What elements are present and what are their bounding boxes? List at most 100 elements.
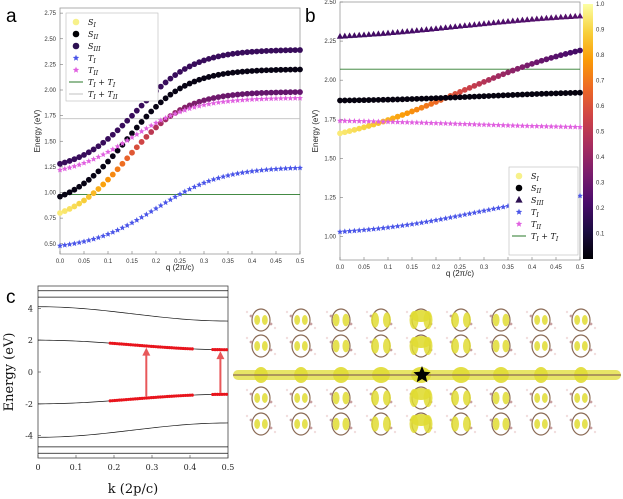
highlight-point	[188, 347, 192, 351]
point-t-ii	[471, 121, 478, 127]
highlight-point	[117, 342, 121, 346]
ring	[531, 412, 551, 436]
point-s-i	[514, 65, 521, 72]
point-s-i	[524, 62, 531, 69]
point-t-ii	[418, 119, 425, 126]
point-t-ii	[447, 120, 454, 127]
atom	[489, 418, 493, 422]
point-s-ii	[85, 176, 92, 183]
point-s-iii	[360, 31, 368, 38]
point-s-ii	[351, 97, 358, 104]
hydrogen	[313, 352, 317, 356]
point-t-i	[61, 242, 68, 248]
point-s-ii	[181, 82, 188, 89]
point-t-ii	[557, 123, 564, 130]
y-tick-label: 0	[28, 368, 33, 377]
point-s-i	[356, 125, 363, 132]
point-s-i	[105, 176, 111, 183]
highlight-point	[211, 392, 215, 397]
isosurface	[581, 393, 588, 403]
point-t-ii	[351, 117, 358, 124]
point-s-iii	[399, 28, 406, 35]
highlight-point	[124, 342, 128, 346]
point-s-ii	[66, 189, 73, 196]
point-s-i	[428, 100, 435, 107]
ring	[251, 412, 271, 436]
point-s-i	[418, 104, 425, 111]
x-tick-label: 0.4	[248, 259, 257, 265]
point-s-ii	[437, 95, 444, 101]
hydrogen	[433, 430, 437, 434]
point-s-i	[423, 102, 430, 109]
hydrogen	[313, 404, 317, 408]
point-s-ii	[519, 91, 526, 98]
atom	[289, 418, 293, 422]
point-s-iii	[196, 59, 203, 66]
x-tick-label: 0.25	[454, 265, 466, 271]
atom	[269, 400, 273, 404]
point-t-ii	[263, 95, 270, 102]
point-t-ii	[461, 121, 468, 127]
point-s-i	[404, 110, 411, 117]
hydrogen	[445, 336, 449, 340]
highlight-point	[220, 392, 224, 396]
isosurface	[332, 417, 340, 431]
point-s-ii	[394, 96, 401, 103]
colorbar-tick-label: 0.4	[596, 155, 605, 161]
atom	[349, 400, 353, 404]
x-tick-label: 0.4	[528, 265, 537, 271]
point-s-iii	[447, 23, 454, 30]
point-s-ii	[543, 90, 550, 97]
ring	[571, 386, 591, 410]
isosurface	[301, 393, 308, 403]
excitation-arrowhead	[216, 351, 225, 360]
point-s-ii	[205, 74, 212, 80]
colorbar-tick-label: 0.8	[596, 53, 605, 59]
atom	[349, 426, 353, 430]
point-t-i	[361, 226, 367, 233]
isosurface	[382, 416, 391, 432]
point-s-ii	[196, 76, 203, 83]
hydrogen	[553, 352, 557, 356]
ring	[531, 386, 551, 410]
point-t-i	[500, 203, 507, 210]
hydrogen	[473, 352, 477, 356]
x-tick-label: 0.2	[108, 463, 121, 472]
highlight-point	[190, 393, 194, 397]
point-t-i	[148, 208, 155, 215]
hydrogen	[393, 404, 397, 408]
point-t-i	[239, 169, 246, 176]
isosurface	[574, 419, 581, 429]
point-s-ii	[239, 68, 246, 75]
legend-marker	[72, 18, 80, 26]
hydrogen	[513, 430, 517, 434]
point-s-ii	[370, 97, 377, 103]
highlight-point	[163, 395, 167, 399]
point-t-i	[177, 191, 183, 197]
point-s-iii	[177, 68, 183, 75]
ring	[291, 308, 311, 332]
point-t-ii	[490, 121, 497, 128]
atom	[309, 348, 313, 352]
point-s-ii	[100, 163, 107, 170]
legend-label: SI	[88, 18, 96, 29]
isosurface	[541, 393, 548, 403]
point-s-iii	[167, 75, 174, 82]
point-s-iii	[258, 48, 265, 55]
hydrogen	[593, 352, 597, 356]
point-s-ii	[215, 71, 222, 78]
point-t-ii	[341, 117, 348, 124]
point-s-iii	[380, 30, 387, 36]
atom	[269, 322, 273, 326]
highlight-point	[142, 396, 146, 400]
point-s-iii	[495, 18, 502, 25]
highlight-point	[126, 397, 131, 402]
isosurface	[371, 312, 380, 328]
point-t-i	[471, 209, 478, 216]
point-t-ii	[292, 95, 299, 101]
point-s-iii	[413, 27, 420, 33]
x-tick-label: 0.2	[432, 265, 441, 271]
point-t-i	[157, 202, 164, 209]
highlight-point	[122, 342, 126, 346]
point-s-i	[409, 108, 415, 115]
